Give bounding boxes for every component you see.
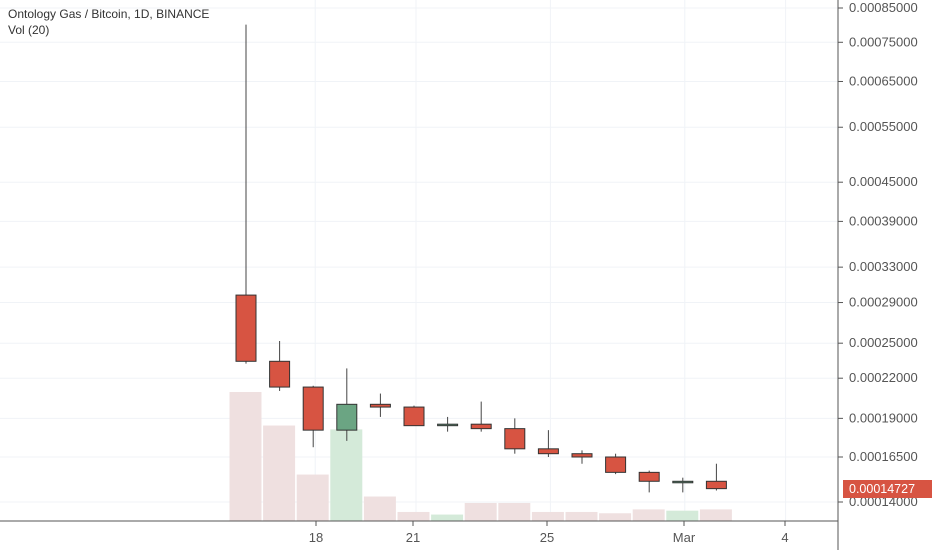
candle-body <box>672 480 694 484</box>
volume-bar <box>431 514 464 521</box>
y-tick-label: 0.00025000 <box>849 335 918 350</box>
volume-bar <box>565 511 598 521</box>
y-tick-label: 0.00039000 <box>849 213 918 228</box>
volume-bar <box>229 392 262 521</box>
candle-body <box>470 423 492 430</box>
candle <box>369 393 391 417</box>
candle <box>403 405 425 427</box>
volume-bar <box>263 425 296 521</box>
candle-body <box>537 448 559 455</box>
grid-lines <box>0 0 838 521</box>
candles <box>235 24 727 493</box>
candle <box>571 450 593 464</box>
x-tick-label: Mar <box>673 530 696 545</box>
volume-indicator-label: Vol (20) <box>8 23 50 37</box>
candle-body <box>403 406 425 427</box>
candle-body <box>336 403 358 431</box>
candle <box>537 430 559 457</box>
volume-bar <box>531 511 564 521</box>
volume-bar <box>296 474 329 521</box>
volume-bar <box>599 513 632 521</box>
y-tick-label: 0.00019000 <box>849 410 918 425</box>
y-tick-label: 0.00065000 <box>849 73 918 88</box>
candle-body <box>437 423 459 427</box>
candle <box>705 463 727 491</box>
y-tick-label: 0.00016500 <box>849 449 918 464</box>
x-tick-label: 25 <box>540 530 554 545</box>
volume-bar <box>498 502 531 521</box>
candle <box>605 453 627 475</box>
candle-body <box>705 480 727 490</box>
volume-bar <box>666 510 699 521</box>
candle <box>638 470 660 493</box>
y-tick-label: 0.00029000 <box>849 295 918 310</box>
candle-body <box>638 471 660 482</box>
candle-body <box>235 294 257 362</box>
y-tick-label: 0.00045000 <box>849 174 918 189</box>
candle-body <box>605 456 627 473</box>
candle-body <box>571 453 593 458</box>
candle <box>504 418 526 454</box>
candle <box>235 24 257 364</box>
y-tick-label: 0.00033000 <box>849 259 918 274</box>
volume-bar <box>363 496 396 521</box>
axes: 0.00085000 0.00075000 0.00065000 0.00055000… <box>0 0 918 550</box>
volume-bar <box>632 509 665 521</box>
candle <box>336 368 358 441</box>
y-tick-label: 0.00055000 <box>849 119 918 134</box>
candle-body <box>369 403 391 408</box>
current-price-label: 0.00014727 <box>843 480 932 498</box>
candle <box>437 416 459 432</box>
x-tick-label: 21 <box>406 530 420 545</box>
volume-bar <box>397 511 430 521</box>
candle <box>302 385 324 448</box>
candle-body <box>269 360 291 388</box>
volume-bar <box>464 502 497 521</box>
y-tick-label: 0.00075000 <box>849 34 918 49</box>
x-tick-label: 18 <box>309 530 323 545</box>
candle <box>269 341 291 391</box>
y-tick-label: 0.00085000 <box>849 0 918 15</box>
volume-bar <box>699 509 732 521</box>
candle <box>470 401 492 432</box>
x-tick-label: 4 <box>781 530 788 545</box>
volume-bar <box>330 429 363 521</box>
y-tick-label: 0.00022000 <box>849 370 918 385</box>
chart-title: Ontology Gas / Bitcoin, 1D, BINANCE <box>8 7 210 21</box>
legend: Ontology Gas / Bitcoin, 1D, BINANCE Vol … <box>8 6 209 38</box>
candle-body <box>302 386 324 431</box>
candle <box>672 477 694 493</box>
candle-body <box>504 428 526 450</box>
volume-bars <box>229 392 732 521</box>
